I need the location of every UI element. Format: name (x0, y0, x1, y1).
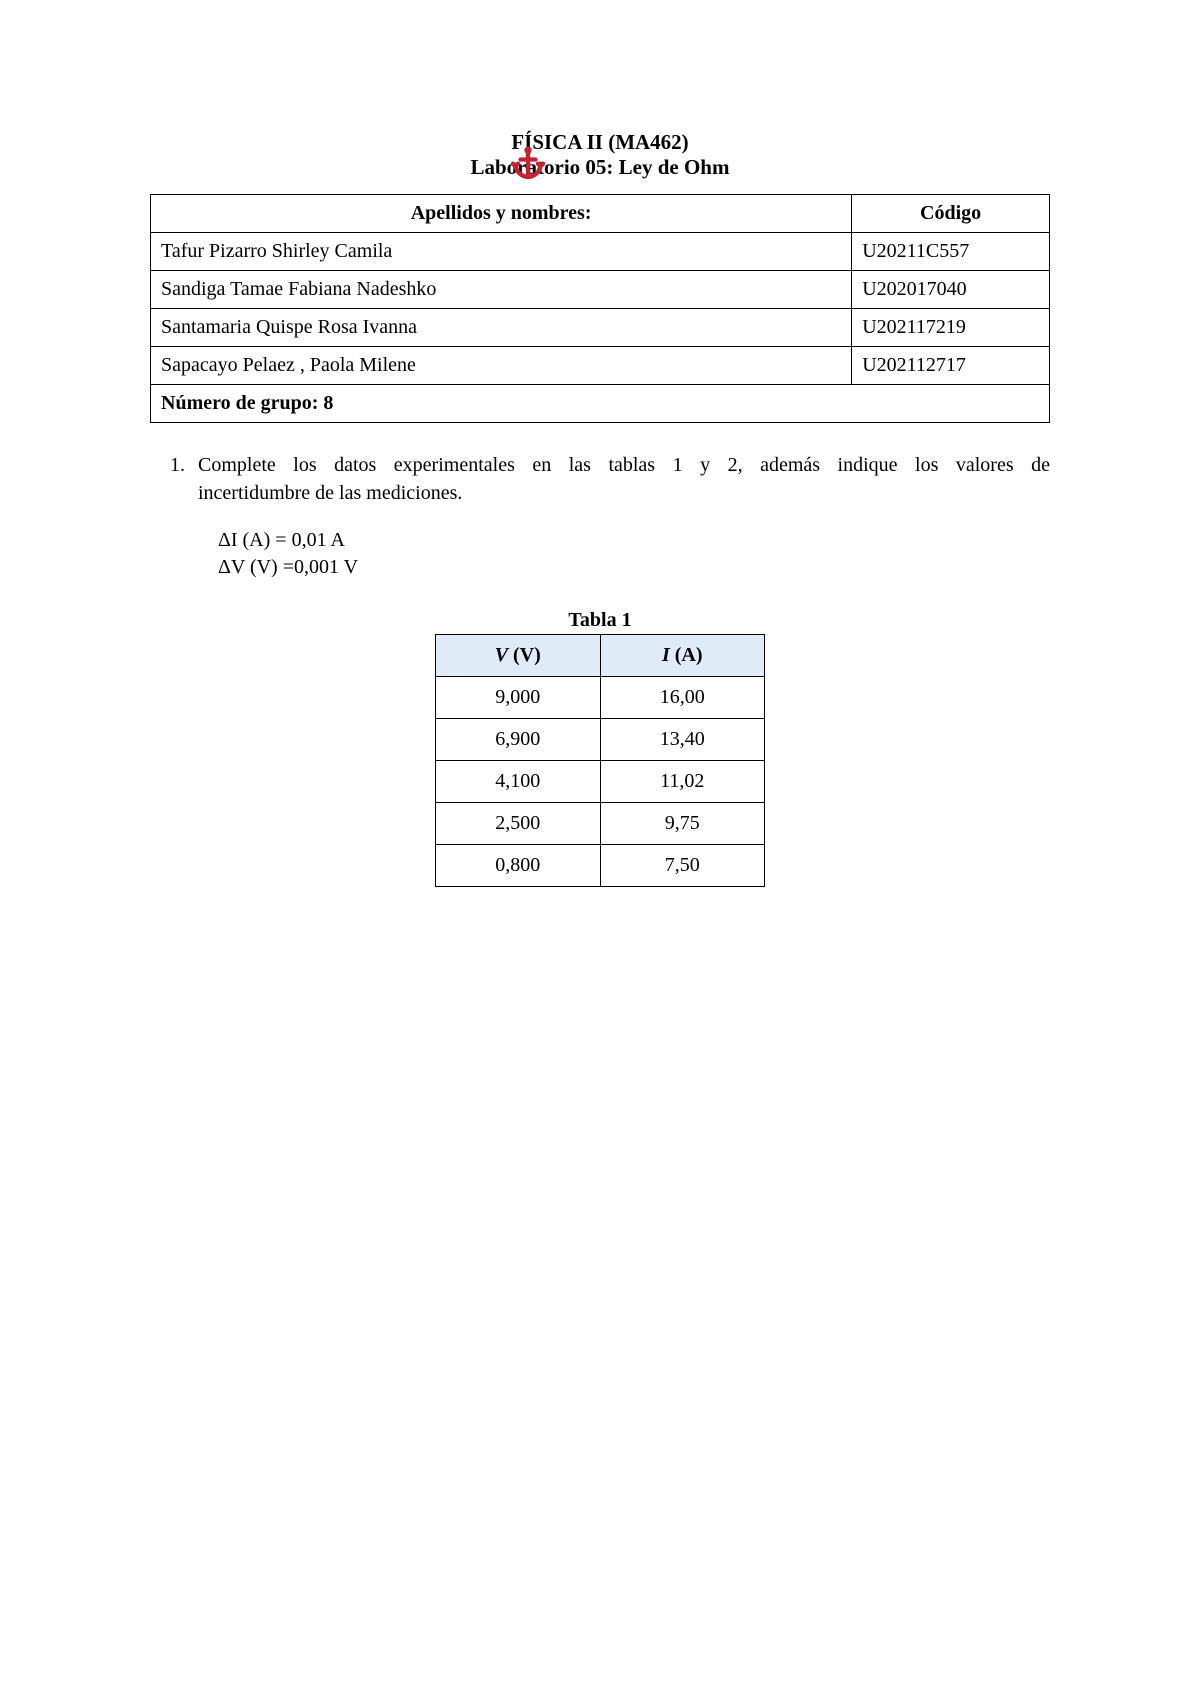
roster-row: Sandiga Tamae Fabiana Nadeshko U20201704… (151, 271, 1050, 309)
roster-table: Apellidos y nombres: Código Tafur Pizarr… (150, 194, 1050, 423)
delta-i-value: ΔI (A) = 0,01 A (218, 527, 1050, 554)
question-text: Complete los datos experimentales en las… (198, 451, 1050, 507)
group-number: Número de grupo: 8 (151, 385, 1050, 423)
roster-group-row: Número de grupo: 8 (151, 385, 1050, 423)
question-text-line2: incertidumbre de las mediciones. (198, 479, 1050, 507)
data-row: 4,100 11,02 (436, 761, 765, 803)
data-cell-v: 2,500 (436, 803, 601, 845)
data-cell-v: 6,900 (436, 719, 601, 761)
roster-name: Sandiga Tamae Fabiana Nadeshko (151, 271, 852, 309)
question-text-line1: Complete los datos experimentales en las… (198, 451, 1050, 479)
table1-wrapper: Tabla 1 V (V) I (A) 9,000 16,00 6,900 1 (150, 609, 1050, 887)
data-row: 0,800 7,50 (436, 845, 765, 887)
roster-row: Sapacayo Pelaez , Paola Milene U20211271… (151, 347, 1050, 385)
uncertainty-block: ΔI (A) = 0,01 A ΔV (V) =0,001 V (218, 527, 1050, 581)
roster-code: U202117219 (852, 309, 1050, 347)
lab-title: Laboratorio 05: Ley de Ohm (150, 155, 1050, 180)
document-header: FÍSICA II (MA462) Laboratorio 05: Ley de… (150, 130, 1050, 180)
data-cell-i: 13,40 (600, 719, 765, 761)
data-table-header-row: V (V) I (A) (436, 635, 765, 677)
question-number: 1. (170, 451, 198, 507)
data-col-header-v: V (V) (436, 635, 601, 677)
data-cell-v: 4,100 (436, 761, 601, 803)
roster-name: Tafur Pizarro Shirley Camila (151, 233, 852, 271)
roster-name: Santamaria Quispe Rosa Ivanna (151, 309, 852, 347)
data-cell-v: 9,000 (436, 677, 601, 719)
roster-row: Santamaria Quispe Rosa Ivanna U202117219 (151, 309, 1050, 347)
roster-header-names: Apellidos y nombres: (151, 195, 852, 233)
roster-code: U20211C557 (852, 233, 1050, 271)
data-cell-i: 11,02 (600, 761, 765, 803)
course-title: FÍSICA II (MA462) (150, 130, 1050, 155)
data-row: 9,000 16,00 (436, 677, 765, 719)
data-cell-v: 0,800 (436, 845, 601, 887)
data-cell-i: 9,75 (600, 803, 765, 845)
delta-v-value: ΔV (V) =0,001 V (218, 554, 1050, 581)
roster-name: Sapacayo Pelaez , Paola Milene (151, 347, 852, 385)
roster-code: U202017040 (852, 271, 1050, 309)
roster-header-code: Código (852, 195, 1050, 233)
data-cell-i: 16,00 (600, 677, 765, 719)
roster-code: U202112717 (852, 347, 1050, 385)
roster-header-row: Apellidos y nombres: Código (151, 195, 1050, 233)
roster-row: Tafur Pizarro Shirley Camila U20211C557 (151, 233, 1050, 271)
data-col-header-i: I (A) (600, 635, 765, 677)
data-row: 6,900 13,40 (436, 719, 765, 761)
document-page: FÍSICA II (MA462) Laboratorio 05: Ley de… (0, 0, 1200, 887)
data-cell-i: 7,50 (600, 845, 765, 887)
data-table-1: V (V) I (A) 9,000 16,00 6,900 13,40 4,10… (435, 634, 765, 887)
table1-caption: Tabla 1 (435, 609, 765, 632)
data-row: 2,500 9,75 (436, 803, 765, 845)
question-block: 1. Complete los datos experimentales en … (170, 451, 1050, 581)
